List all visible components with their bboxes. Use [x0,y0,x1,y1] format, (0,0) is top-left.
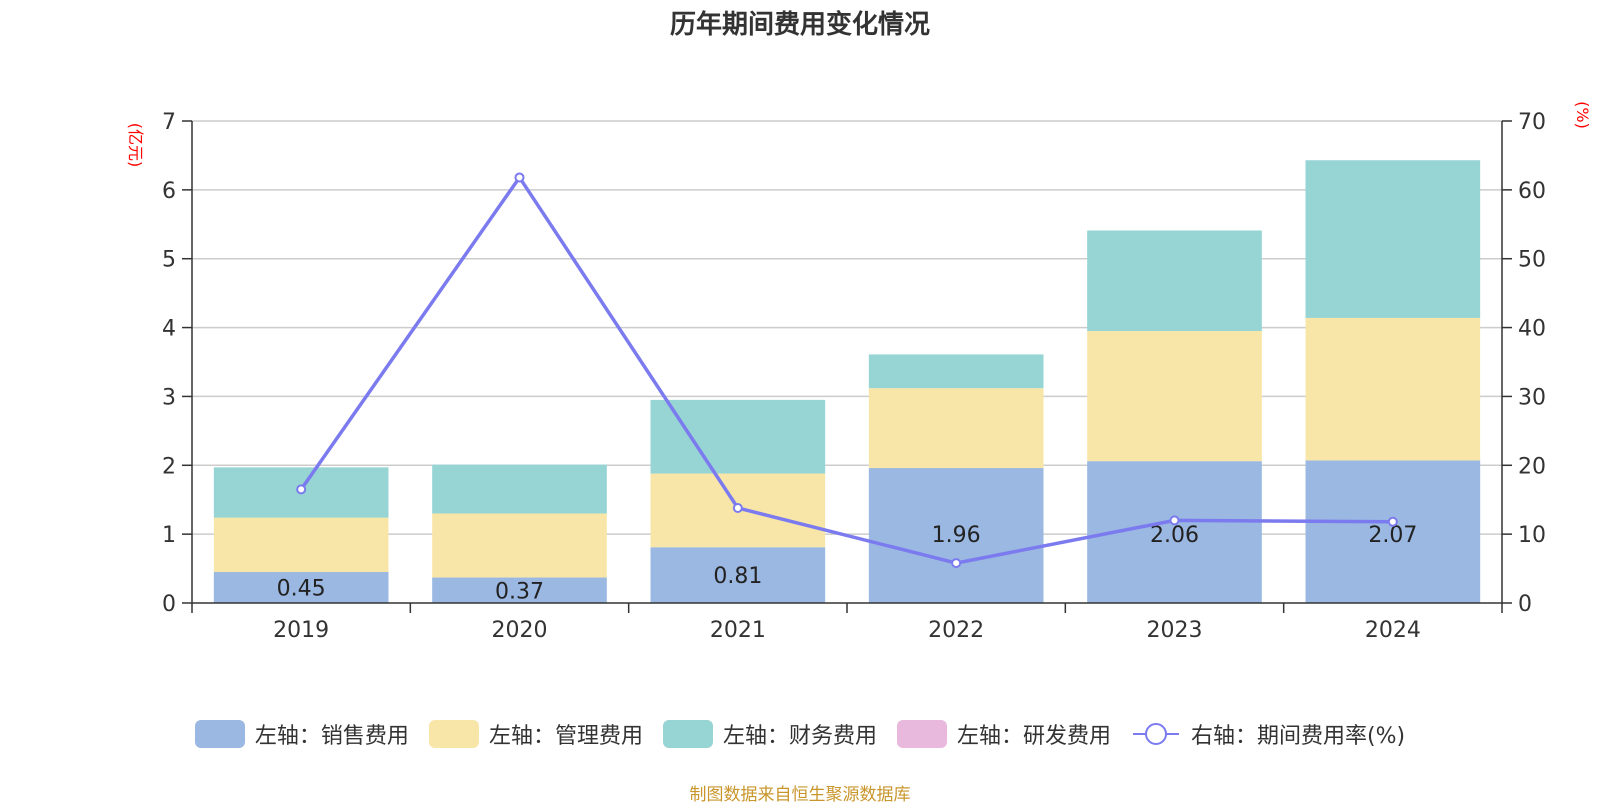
bar-data-label: 0.81 [713,564,762,589]
bar-segment-0 [650,547,826,603]
legend-marker [1144,723,1167,745]
right-axis-tick-label: 20 [1518,454,1546,479]
legend-swatch [662,720,713,748]
bar-data-label: 2.07 [1368,523,1417,548]
bar-data-label: 1.96 [932,523,981,548]
rate-point [296,484,307,495]
legend-item[interactable]: 左轴：管理费用 [428,718,643,750]
bar-segment-1 [213,517,389,573]
bar-segment-1 [1087,331,1262,462]
bar-segment-1 [1305,317,1481,461]
right-axis-unit: (%) [1573,101,1592,129]
legend-swatch [428,720,479,748]
source-note: 制图数据来自恒生聚源数据库 [689,785,911,805]
chart-title: 历年期间费用变化情况 [669,10,930,40]
left-axis-tick-label: 0 [162,592,176,617]
bar-series [213,160,1481,603]
rate-line [299,174,1393,565]
left-axis-tick-label: 3 [162,385,176,410]
x-axis-tick-label: 2023 [1147,618,1203,643]
legend-label: 左轴：销售费用 [254,724,409,749]
bar-segment-0 [213,572,389,603]
left-axis-tick-label: 1 [162,523,176,548]
right-axis-tick-label: 50 [1518,248,1546,273]
legend-label: 左轴：财务费用 [722,724,877,749]
bar-segment-0 [1305,460,1481,603]
legend-label: 左轴：管理费用 [488,724,643,749]
legend-label: 右轴：期间费用率(%) [1190,724,1406,749]
bar-segment-0 [432,577,607,603]
rate-point [732,502,743,513]
legend-label: 左轴：研发费用 [956,724,1111,749]
bar-segment-2 [868,354,1044,389]
right-axis-tick-label: 30 [1518,385,1546,410]
legend-swatch [194,720,245,748]
legend-item[interactable]: 右轴：期间费用率(%) [1131,718,1405,750]
x-axis-tick-label: 2021 [710,618,766,643]
bar-data-label: 2.06 [1150,523,1199,548]
left-axis-tick-label: 7 [162,110,176,135]
legend-line-swatch [1132,723,1179,745]
bar-segment-2 [1087,230,1262,332]
right-axis-tick-label: 70 [1518,110,1546,135]
legend-item[interactable]: 左轴：销售费用 [194,718,409,750]
rate-point [951,558,962,569]
bar-segment-2 [1305,160,1481,318]
bar-segment-2 [432,464,607,514]
bar-segment-2 [650,399,826,474]
left-axis-tick-label: 6 [162,179,176,204]
bar-data-labels: 0.45 0.37 0.81 1.96 2.06 2.07 [277,523,1418,604]
bar-segment-1 [868,388,1044,469]
legend-item[interactable]: 左轴：研发费用 [896,718,1111,750]
x-axis-tick-label: 2022 [928,618,984,643]
x-axis-tick-label: 2020 [492,618,548,643]
legend-item[interactable]: 左轴：财务费用 [662,718,877,750]
left-axis-tick-label: 4 [162,317,176,342]
bar-data-label: 0.37 [495,579,544,604]
bar-segment-0 [868,468,1044,603]
legend: 左轴：销售费用 左轴：管理费用 左轴：财务费用 左轴：研发费用 右轴：期间费用率(%) [0,718,1600,750]
right-axis-tick-label: 0 [1518,592,1532,617]
right-axis-tick-label: 10 [1518,523,1546,548]
rate-point [1387,516,1398,527]
chart-plot: 0.45 0.370.811.96 2.06 2.07 012345670102030… [126,101,1592,643]
x-axis-tick-label: 2024 [1365,618,1421,643]
left-axis-unit: (亿元) [126,123,145,168]
right-axis-tick-label: 40 [1518,317,1546,342]
left-axis-tick-label: 2 [162,454,176,479]
legend-swatch [896,720,947,748]
bar-segment-1 [432,513,607,578]
bar-data-label: 0.45 [277,577,326,602]
rate-line-series [296,172,1398,569]
rate-point [1169,515,1180,526]
right-axis-tick-label: 60 [1518,179,1546,204]
x-axis-tick-label: 2019 [273,618,329,643]
rate-point [514,172,525,183]
left-axis-tick-label: 5 [162,248,176,273]
gridlines [192,120,1502,535]
